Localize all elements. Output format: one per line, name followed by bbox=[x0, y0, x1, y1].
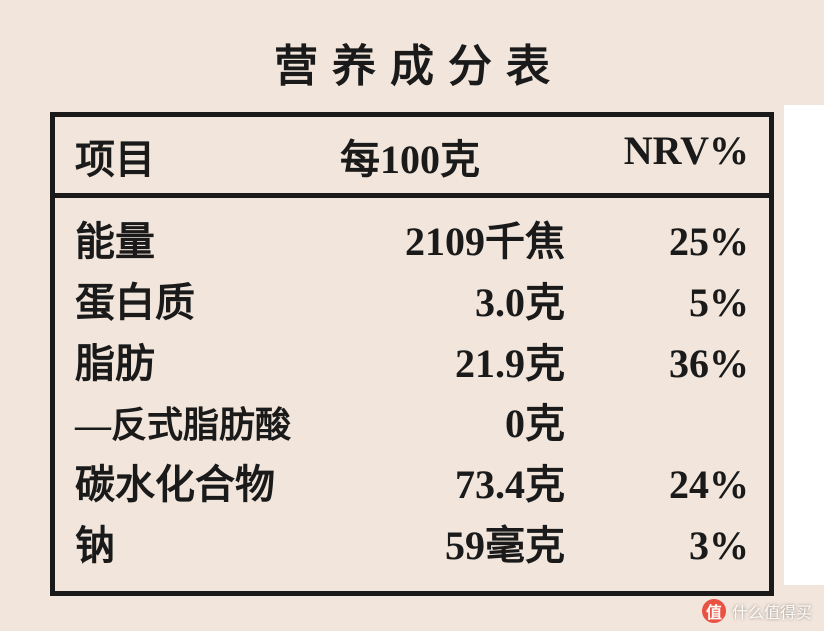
row-nrv: 36% bbox=[565, 334, 749, 395]
nutrition-table: 项目 每100克 NRV% 能量 2109千焦 25% 蛋白质 3.0克 5% … bbox=[50, 112, 774, 596]
table-row: 蛋白质 3.0克 5% bbox=[75, 273, 749, 334]
table-row: 碳水化合物 73.4克 24% bbox=[75, 455, 749, 516]
watermark-icon: 值 bbox=[702, 599, 726, 623]
row-item: 脂肪 bbox=[75, 334, 305, 395]
table-row: —反式脂肪酸 0克 bbox=[75, 394, 749, 455]
watermark-text: 什么值得买 bbox=[732, 599, 812, 623]
row-nrv: 5% bbox=[565, 273, 749, 334]
row-item: 碳水化合物 bbox=[75, 455, 305, 516]
header-per100: 每100克 bbox=[265, 127, 555, 185]
row-per100: 2109千焦 bbox=[305, 212, 565, 273]
row-nrv: 3% bbox=[565, 516, 749, 577]
row-per100: 0克 bbox=[305, 394, 565, 455]
header-item: 项目 bbox=[75, 127, 265, 185]
row-item-sub: —反式脂肪酸 bbox=[75, 398, 305, 453]
nutrition-facts-container: 营养成分表 项目 每100克 NRV% 能量 2109千焦 25% 蛋白质 3.… bbox=[0, 0, 824, 616]
row-item: 蛋白质 bbox=[75, 273, 305, 334]
table-row: 脂肪 21.9克 36% bbox=[75, 334, 749, 395]
table-row: 钠 59毫克 3% bbox=[75, 516, 749, 577]
row-nrv: 25% bbox=[565, 212, 749, 273]
watermark: 值 什么值得买 bbox=[702, 599, 812, 623]
right-white-edge bbox=[784, 105, 824, 585]
row-item: 能量 bbox=[75, 212, 305, 273]
row-per100: 59毫克 bbox=[305, 516, 565, 577]
table-header-row: 项目 每100克 NRV% bbox=[55, 117, 769, 198]
row-item: 钠 bbox=[75, 516, 305, 577]
header-nrv: NRV% bbox=[555, 127, 749, 185]
row-per100: 21.9克 bbox=[305, 334, 565, 395]
row-per100: 73.4克 bbox=[305, 455, 565, 516]
row-nrv: 24% bbox=[565, 455, 749, 516]
table-row: 能量 2109千焦 25% bbox=[75, 212, 749, 273]
table-body: 能量 2109千焦 25% 蛋白质 3.0克 5% 脂肪 21.9克 36% —… bbox=[55, 198, 769, 591]
row-per100: 3.0克 bbox=[305, 273, 565, 334]
table-title: 营养成分表 bbox=[50, 30, 774, 94]
